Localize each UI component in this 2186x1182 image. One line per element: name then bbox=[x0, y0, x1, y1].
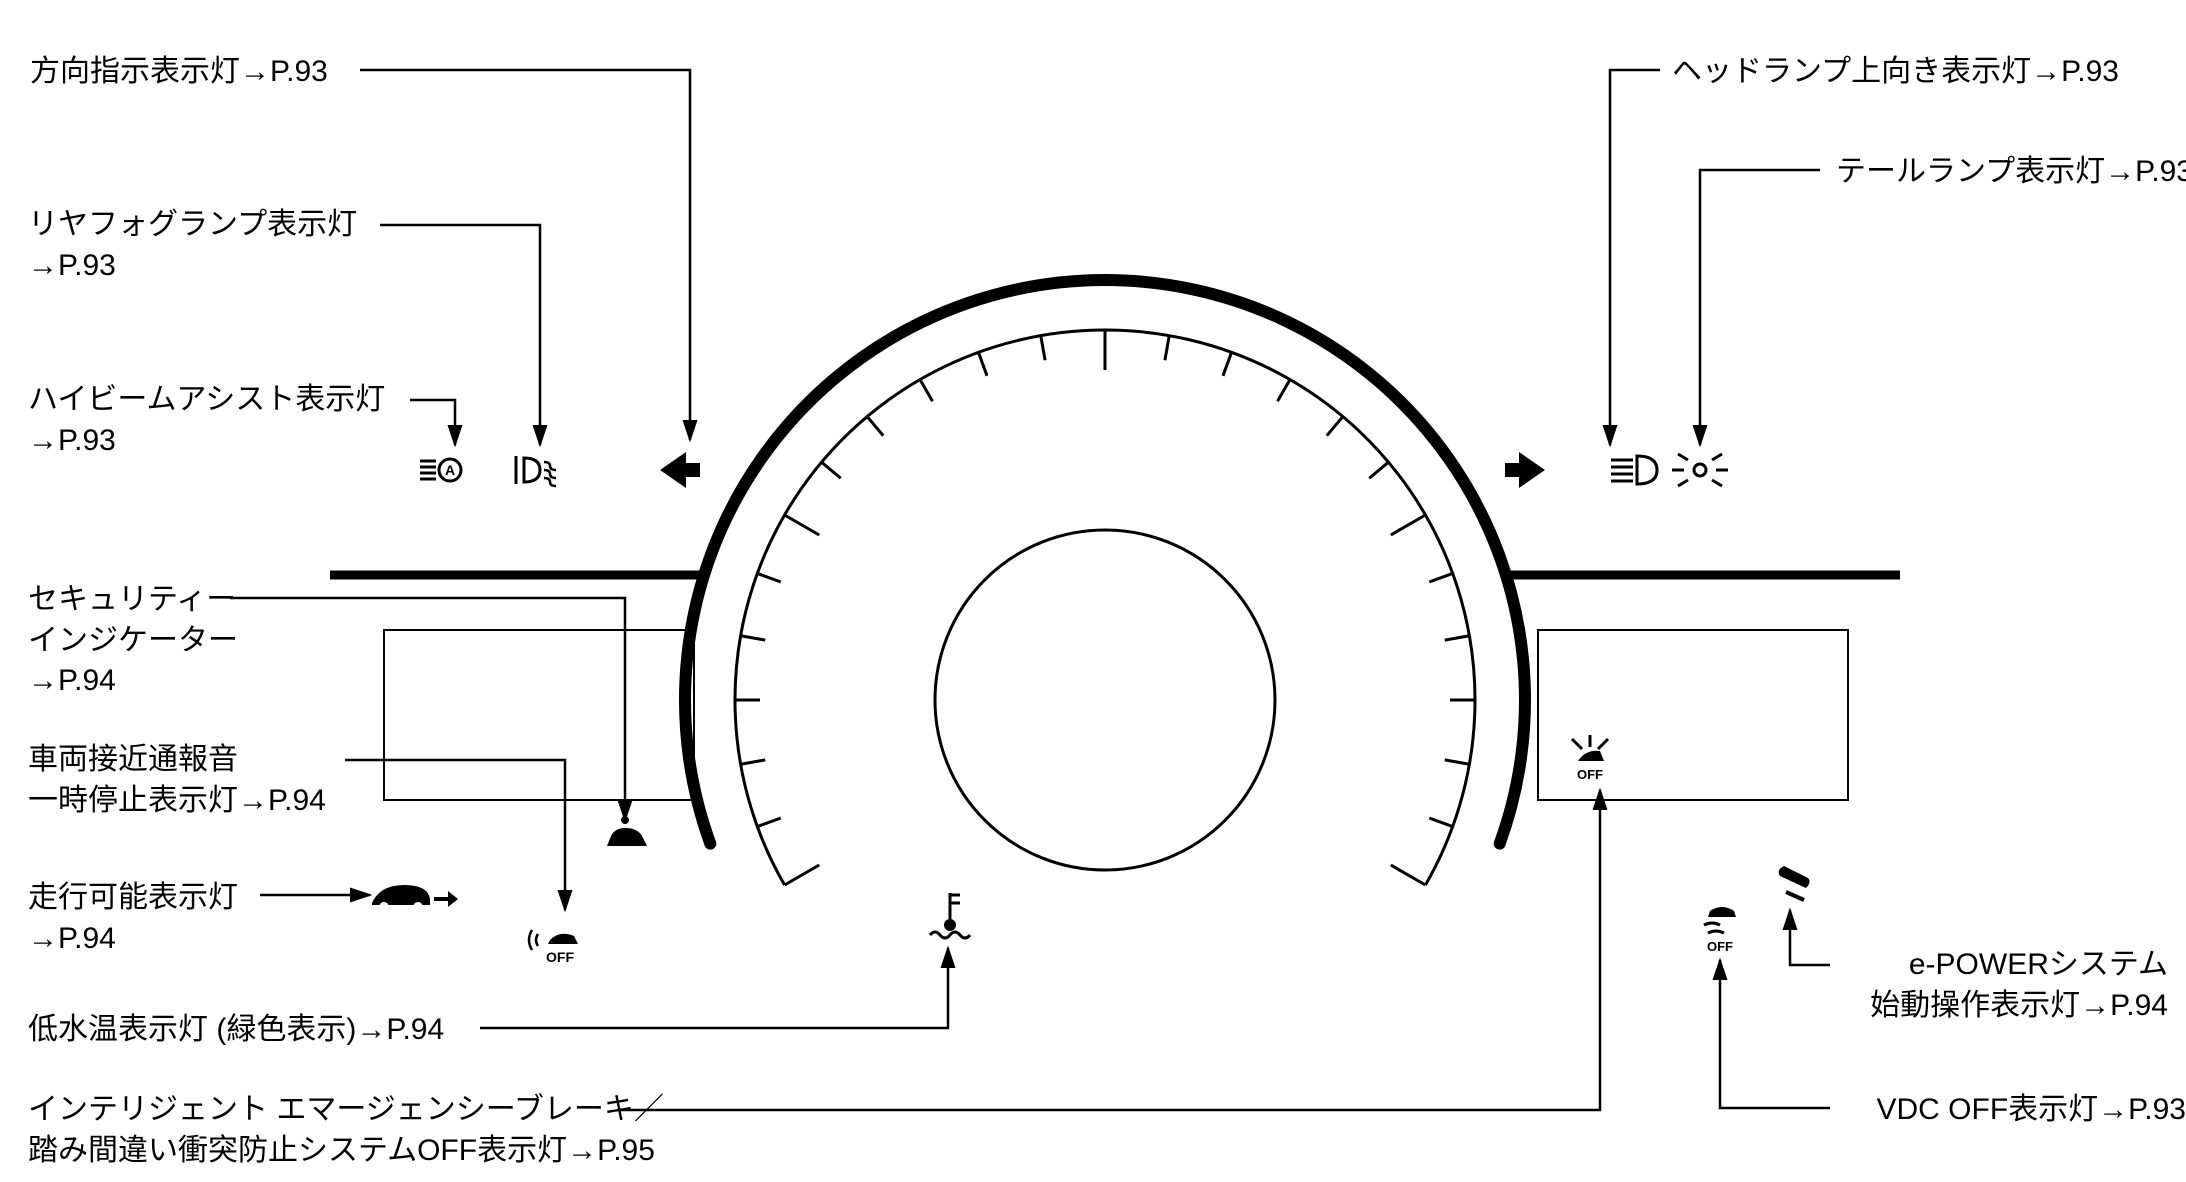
lead-rear-fog bbox=[380, 225, 540, 445]
diagram-root: A OFF OFF OFF 方向指示表示灯→P.93 リヤフォグランプ表示灯 →P.9… bbox=[0, 0, 2186, 1182]
label-high-beam: ヘッドランプ上向き表示灯→P.93 bbox=[1672, 52, 2119, 93]
label-ready: 走行可能表示灯 →P.94 bbox=[28, 878, 238, 959]
gauge-tick bbox=[1445, 636, 1470, 640]
gauge-tick bbox=[741, 760, 766, 764]
gauge-tick bbox=[1391, 515, 1426, 535]
label-tail-lamp: テールランプ表示灯→P.93 bbox=[1836, 152, 2186, 193]
gauge-tick bbox=[757, 818, 780, 827]
security-icon bbox=[607, 816, 647, 846]
svg-text:A: A bbox=[445, 462, 455, 478]
low-temp-icon bbox=[930, 893, 970, 938]
gauge-inner-circle bbox=[935, 530, 1275, 870]
turn-right-icon bbox=[1505, 452, 1545, 488]
label-ieb: インテリジェント エマージェンシーブレーキ／ 踏み間違い衝突防止システムOFF表… bbox=[28, 1090, 664, 1171]
lead-tail-lamp bbox=[1700, 170, 1820, 445]
gauge-tick bbox=[1041, 336, 1045, 361]
gauge-tick bbox=[1165, 336, 1169, 361]
gauge-tick bbox=[1445, 760, 1470, 764]
label-turn-signal: 方向指示表示灯→P.93 bbox=[30, 52, 328, 93]
svg-text:OFF: OFF bbox=[546, 949, 574, 965]
rear-fog-icon bbox=[516, 456, 556, 486]
lead-ieb bbox=[620, 790, 1600, 1110]
label-security: セキュリティー インジケーター →P.94 bbox=[28, 580, 238, 702]
gauge-tick bbox=[785, 515, 820, 535]
tail-lamp-icon bbox=[1672, 454, 1728, 486]
label-hibeam-assist: ハイビームアシスト表示灯 →P.93 bbox=[28, 380, 385, 461]
gauge-tick bbox=[920, 380, 933, 402]
ready-icon bbox=[372, 885, 458, 912]
gauge-tick-arc bbox=[735, 330, 1475, 885]
svg-text:OFF: OFF bbox=[1577, 767, 1603, 782]
gauge-tick bbox=[785, 865, 820, 885]
hibeam-assist-icon: A bbox=[420, 459, 461, 481]
gauge-tick bbox=[1429, 573, 1452, 582]
gauge-tick bbox=[1369, 462, 1388, 478]
label-low-temp: 低水温表示灯 (緑色表示)→P.94 bbox=[28, 1010, 444, 1051]
lead-vsp bbox=[345, 760, 565, 910]
gauge-tick bbox=[1327, 417, 1343, 436]
lead-vdc-off bbox=[1720, 960, 1830, 1108]
lead-hibeam-assist bbox=[410, 400, 455, 445]
lead-high-beam bbox=[1610, 70, 1660, 445]
gauge-tick bbox=[978, 352, 987, 375]
vsp-off-icon: OFF bbox=[529, 930, 578, 965]
panel-left bbox=[384, 630, 694, 800]
gauge-tick bbox=[1278, 380, 1291, 402]
vdc-off-icon: OFF bbox=[1704, 907, 1736, 954]
high-beam-icon bbox=[1611, 456, 1657, 484]
gauge-tick bbox=[822, 462, 841, 478]
label-vsp: 車両接近通報音 一時停止表示灯→P.94 bbox=[28, 740, 326, 821]
gauge-tick bbox=[757, 573, 780, 582]
gauge-tick bbox=[741, 636, 766, 640]
turn-left-icon bbox=[660, 452, 700, 488]
gauge-tick bbox=[1223, 352, 1232, 375]
gauge-tick bbox=[867, 417, 883, 436]
svg-text:OFF: OFF bbox=[1707, 939, 1733, 954]
lead-turn-signal bbox=[360, 70, 690, 440]
gauge-tick bbox=[1429, 818, 1452, 827]
gauge-tick bbox=[1391, 865, 1426, 885]
label-rear-fog: リヤフォグランプ表示灯 →P.93 bbox=[28, 205, 357, 286]
label-vdc-off: VDC OFF表示灯→P.93 bbox=[1836, 1090, 2186, 1131]
ieb-off-icon: OFF bbox=[1572, 735, 1608, 782]
epower-icon bbox=[1779, 866, 1810, 900]
label-epower: e-POWERシステム 始動操作表示灯→P.94 bbox=[1818, 945, 2168, 1026]
